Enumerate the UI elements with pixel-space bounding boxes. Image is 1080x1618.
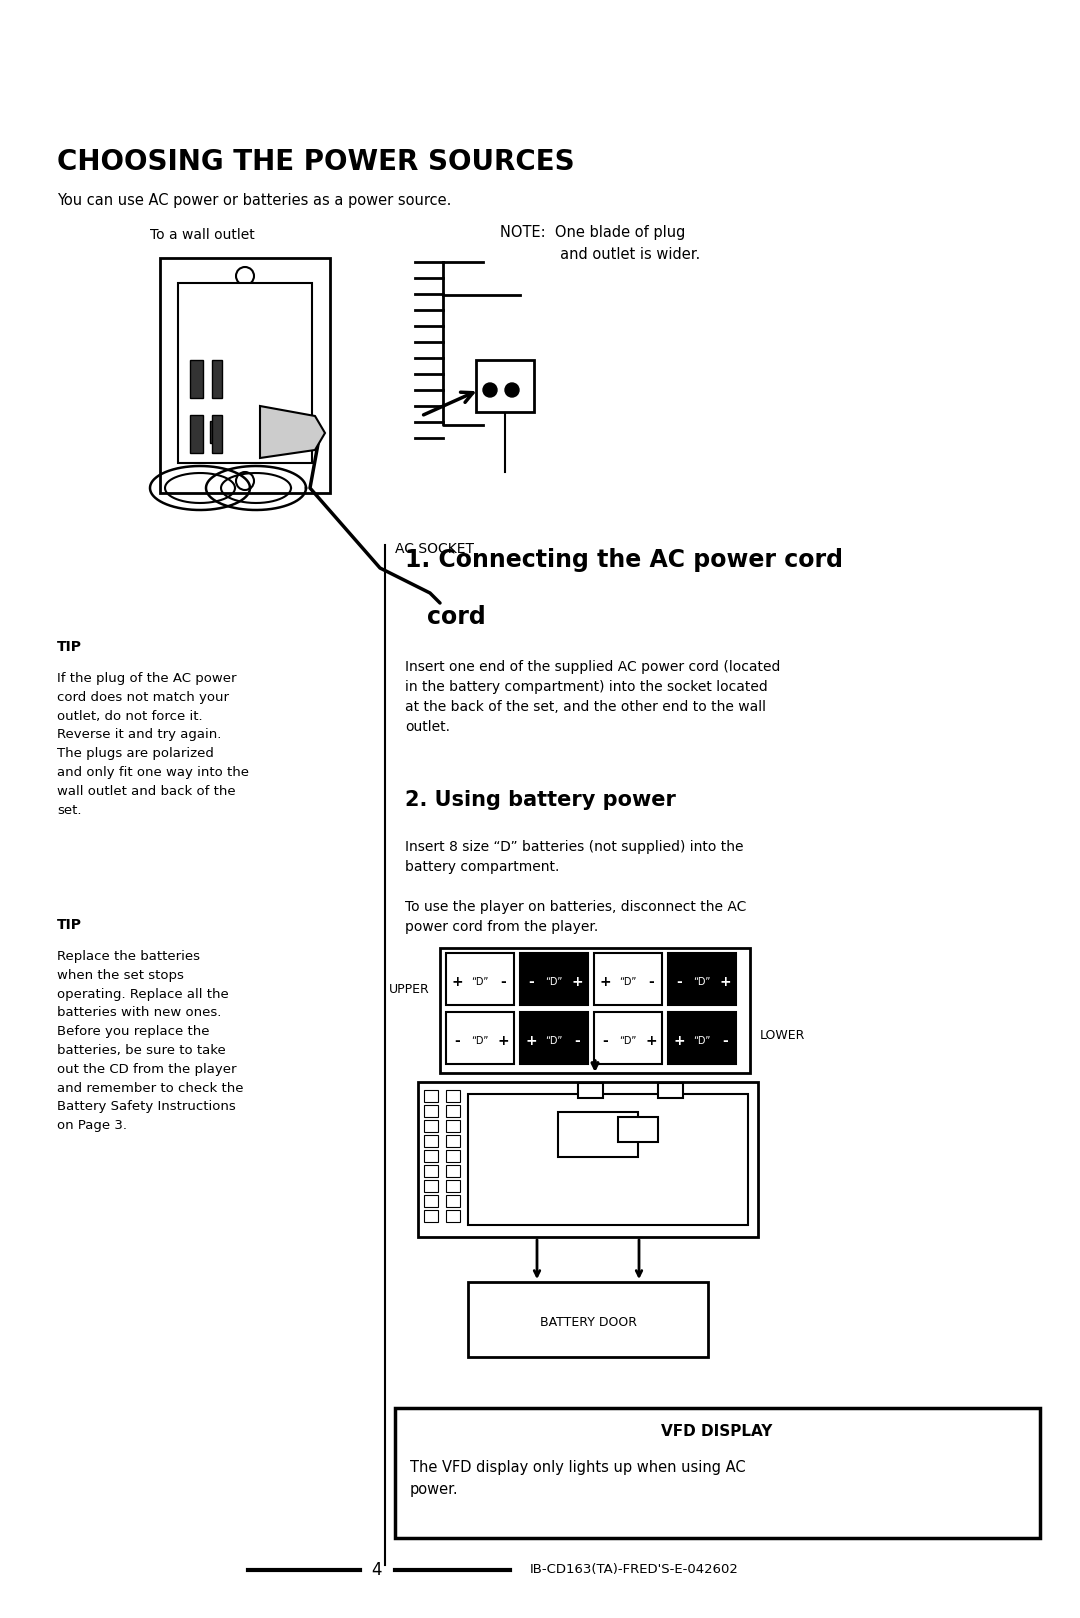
Text: -: - xyxy=(723,1034,728,1048)
Text: VFD DISPLAY: VFD DISPLAY xyxy=(661,1424,772,1438)
Bar xyxy=(446,1105,460,1116)
Text: IB-CD163(TA)-FRED'S-E-042602: IB-CD163(TA)-FRED'S-E-042602 xyxy=(530,1563,739,1576)
Bar xyxy=(594,953,662,1005)
Bar xyxy=(440,948,750,1073)
Text: -: - xyxy=(676,976,681,989)
Bar xyxy=(178,283,312,463)
Text: “D”: “D” xyxy=(693,977,711,987)
Text: “D”: “D” xyxy=(619,1036,637,1045)
Bar xyxy=(558,1112,638,1157)
Text: -: - xyxy=(648,976,653,989)
Text: “D”: “D” xyxy=(471,1036,488,1045)
Text: +: + xyxy=(571,976,583,989)
Text: 1. Connecting the AC power cord: 1. Connecting the AC power cord xyxy=(405,549,843,573)
Bar xyxy=(446,953,514,1005)
Text: LOWER: LOWER xyxy=(760,1029,806,1042)
Bar xyxy=(424,1134,438,1147)
Text: +: + xyxy=(497,1034,509,1048)
Bar xyxy=(212,414,222,453)
Text: +: + xyxy=(451,976,463,989)
Text: +: + xyxy=(599,976,611,989)
Bar xyxy=(446,1210,460,1222)
Text: +: + xyxy=(719,976,731,989)
Text: If the plug of the AC power
cord does not match your
outlet, do not force it.
Re: If the plug of the AC power cord does no… xyxy=(57,671,249,817)
Text: Insert one end of the supplied AC power cord (located
in the battery compartment: Insert one end of the supplied AC power … xyxy=(405,660,781,735)
Bar xyxy=(160,257,330,493)
Text: -: - xyxy=(528,976,534,989)
Bar xyxy=(618,1116,658,1142)
Text: The VFD display only lights up when using AC
power.: The VFD display only lights up when usin… xyxy=(410,1459,745,1497)
Text: UPPER: UPPER xyxy=(389,982,430,995)
Text: To a wall outlet: To a wall outlet xyxy=(150,228,255,243)
Text: -: - xyxy=(603,1034,608,1048)
Bar xyxy=(658,1082,683,1099)
Bar xyxy=(424,1105,438,1116)
Text: -: - xyxy=(500,976,505,989)
Text: 4: 4 xyxy=(372,1561,382,1579)
Bar xyxy=(519,1011,588,1065)
Bar xyxy=(468,1094,748,1225)
Text: +: + xyxy=(645,1034,657,1048)
Bar xyxy=(424,1165,438,1176)
Text: -: - xyxy=(454,1034,460,1048)
Bar xyxy=(424,1120,438,1133)
Bar xyxy=(578,1082,603,1099)
Bar xyxy=(424,1196,438,1207)
Text: “D”: “D” xyxy=(545,977,563,987)
Text: Replace the batteries
when the set stops
operating. Replace all the
batteries wi: Replace the batteries when the set stops… xyxy=(57,950,243,1133)
Text: To use the player on batteries, disconnect the AC
power cord from the player.: To use the player on batteries, disconne… xyxy=(405,900,746,934)
Bar xyxy=(424,1180,438,1192)
Bar xyxy=(446,1091,460,1102)
Text: “D”: “D” xyxy=(619,977,637,987)
Text: BATTERY DOOR: BATTERY DOOR xyxy=(540,1315,636,1328)
Bar xyxy=(446,1165,460,1176)
Text: “D”: “D” xyxy=(693,1036,711,1045)
Bar xyxy=(476,359,534,413)
Text: TIP: TIP xyxy=(57,641,82,654)
Bar xyxy=(519,953,588,1005)
Text: AC SOCKET: AC SOCKET xyxy=(395,542,474,557)
Text: TIP: TIP xyxy=(57,917,82,932)
Bar xyxy=(669,953,735,1005)
Bar xyxy=(424,1150,438,1162)
Text: +: + xyxy=(673,1034,685,1048)
Bar xyxy=(418,1082,758,1238)
Text: “D”: “D” xyxy=(471,977,488,987)
Bar xyxy=(424,1091,438,1102)
Bar xyxy=(669,1011,735,1065)
Text: 2. Using battery power: 2. Using battery power xyxy=(405,790,676,811)
Text: You can use AC power or batteries as a power source.: You can use AC power or batteries as a p… xyxy=(57,193,451,209)
Text: -: - xyxy=(575,1034,580,1048)
Bar xyxy=(468,1281,708,1358)
Polygon shape xyxy=(260,406,325,458)
Text: CHOOSING THE POWER SOURCES: CHOOSING THE POWER SOURCES xyxy=(57,147,575,176)
Circle shape xyxy=(483,383,497,396)
Bar xyxy=(446,1120,460,1133)
Bar xyxy=(594,1011,662,1065)
Text: +: + xyxy=(525,1034,537,1048)
Text: NOTE:  One blade of plug
             and outlet is wider.: NOTE: One blade of plug and outlet is wi… xyxy=(500,225,700,262)
Text: “D”: “D” xyxy=(545,1036,563,1045)
Bar xyxy=(424,1210,438,1222)
Bar xyxy=(210,421,218,443)
Circle shape xyxy=(505,383,519,396)
Bar xyxy=(446,1150,460,1162)
Text: Insert 8 size “D” batteries (not supplied) into the
battery compartment.: Insert 8 size “D” batteries (not supplie… xyxy=(405,840,743,874)
Bar xyxy=(446,1011,514,1065)
Bar xyxy=(446,1134,460,1147)
Bar xyxy=(446,1180,460,1192)
Bar xyxy=(446,1196,460,1207)
Bar xyxy=(395,1408,1040,1539)
Bar xyxy=(212,359,222,398)
Text: cord: cord xyxy=(427,605,486,629)
Bar xyxy=(190,414,203,453)
Bar xyxy=(190,359,203,398)
